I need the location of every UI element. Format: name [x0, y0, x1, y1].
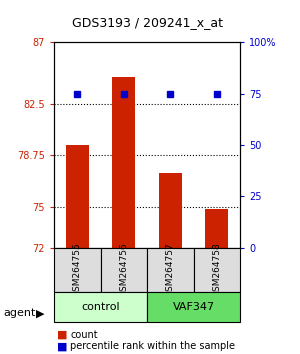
- Bar: [159, 172, 182, 248]
- Text: GDS3193 / 209241_x_at: GDS3193 / 209241_x_at: [71, 16, 223, 29]
- FancyBboxPatch shape: [147, 292, 240, 322]
- Text: GSM264757: GSM264757: [166, 242, 175, 297]
- Bar: [205, 210, 228, 248]
- FancyBboxPatch shape: [147, 248, 194, 292]
- Text: ■: ■: [57, 330, 68, 339]
- Text: GSM264756: GSM264756: [119, 242, 128, 297]
- Text: ▶: ▶: [36, 308, 45, 318]
- Text: percentile rank within the sample: percentile rank within the sample: [70, 341, 236, 351]
- Text: VAF347: VAF347: [172, 302, 214, 312]
- FancyBboxPatch shape: [54, 248, 100, 292]
- FancyBboxPatch shape: [100, 248, 147, 292]
- FancyBboxPatch shape: [194, 248, 240, 292]
- Bar: [112, 77, 135, 248]
- FancyBboxPatch shape: [54, 292, 147, 322]
- Text: count: count: [70, 330, 98, 339]
- Bar: [66, 145, 89, 248]
- Text: GSM264758: GSM264758: [212, 242, 221, 297]
- Text: control: control: [81, 302, 120, 312]
- Text: GSM264755: GSM264755: [73, 242, 82, 297]
- Text: ■: ■: [57, 341, 68, 351]
- Text: agent: agent: [3, 308, 35, 318]
